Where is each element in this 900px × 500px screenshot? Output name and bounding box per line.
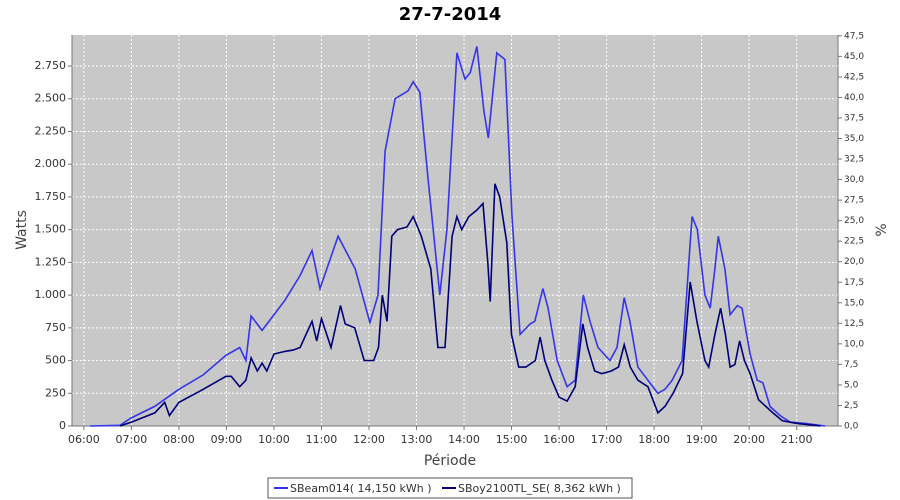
y-tick-label: 1.250 — [35, 255, 67, 268]
y2-tick-label: 27,5 — [844, 196, 864, 206]
y2-tick-label: 25,0 — [844, 216, 864, 226]
y2-tick-label: 17,5 — [844, 278, 864, 288]
y-tick-label: 500 — [45, 354, 66, 367]
y-axis-label: Watts — [14, 210, 30, 250]
y2-tick-label: 42,5 — [844, 72, 864, 82]
y2-tick-label: 20,0 — [844, 257, 864, 267]
x-tick-label: 21:00 — [781, 433, 813, 446]
y2-tick-label: 12,5 — [844, 319, 864, 329]
x-tick-label: 07:00 — [116, 433, 148, 446]
legend-label: SBeam014( 14,150 kWh ) — [290, 482, 432, 495]
y2-tick-label: 0,0 — [844, 422, 859, 432]
y-tick-label: 2.750 — [35, 59, 67, 72]
y-tick-label: 1.500 — [35, 223, 67, 236]
y2-tick-label: 2,5 — [844, 401, 858, 411]
y2-tick-label: 32,5 — [844, 155, 864, 165]
x-tick-label: 08:00 — [163, 433, 195, 446]
x-tick-label: 14:00 — [448, 433, 480, 446]
x-tick-label: 19:00 — [686, 433, 718, 446]
x-tick-label: 12:00 — [353, 433, 385, 446]
y2-tick-label: 37,5 — [844, 113, 864, 123]
x-tick-label: 15:00 — [496, 433, 528, 446]
y2-tick-label: 30,0 — [844, 175, 864, 185]
y2-tick-label: 40,0 — [844, 93, 864, 103]
y2-axis-label: % — [874, 223, 890, 236]
y2-tick-label: 22,5 — [844, 237, 864, 247]
y-tick-label: 750 — [45, 321, 66, 334]
x-tick-label: 13:00 — [401, 433, 433, 446]
x-tick-label: 09:00 — [211, 433, 243, 446]
series-line — [90, 46, 826, 427]
y-tick-label: 2.000 — [35, 157, 67, 170]
y2-tick-label: 15,0 — [844, 298, 864, 308]
y2-tick-label: 47,5 — [844, 31, 864, 41]
x-tick-label: 20:00 — [733, 433, 765, 446]
y-tick-label: 250 — [45, 386, 66, 399]
x-tick-label: 06:00 — [68, 433, 100, 446]
y-tick-label: 2.250 — [35, 124, 67, 137]
y2-tick-label: 5,0 — [844, 380, 859, 390]
y-tick-label: 0 — [59, 419, 66, 432]
x-tick-label: 11:00 — [306, 433, 338, 446]
y2-tick-label: 45,0 — [844, 52, 864, 62]
x-tick-label: 10:00 — [258, 433, 290, 446]
chart-title: 27-7-2014 — [399, 4, 502, 25]
y-tick-label: 1.000 — [35, 288, 67, 301]
y2-tick-label: 7,5 — [844, 360, 858, 370]
x-tick-label: 17:00 — [591, 433, 623, 446]
x-tick-label: 16:00 — [543, 433, 575, 446]
y-tick-label: 1.750 — [35, 190, 67, 203]
y2-tick-label: 10,0 — [844, 339, 864, 349]
x-axis-label: Période — [424, 453, 476, 469]
legend-label: SBoy2100TL_SE( 8,362 kWh ) — [458, 482, 621, 495]
y-tick-label: 2.500 — [35, 92, 67, 105]
series-line — [119, 183, 821, 427]
x-tick-label: 18:00 — [638, 433, 670, 446]
y2-tick-label: 35,0 — [844, 134, 864, 144]
